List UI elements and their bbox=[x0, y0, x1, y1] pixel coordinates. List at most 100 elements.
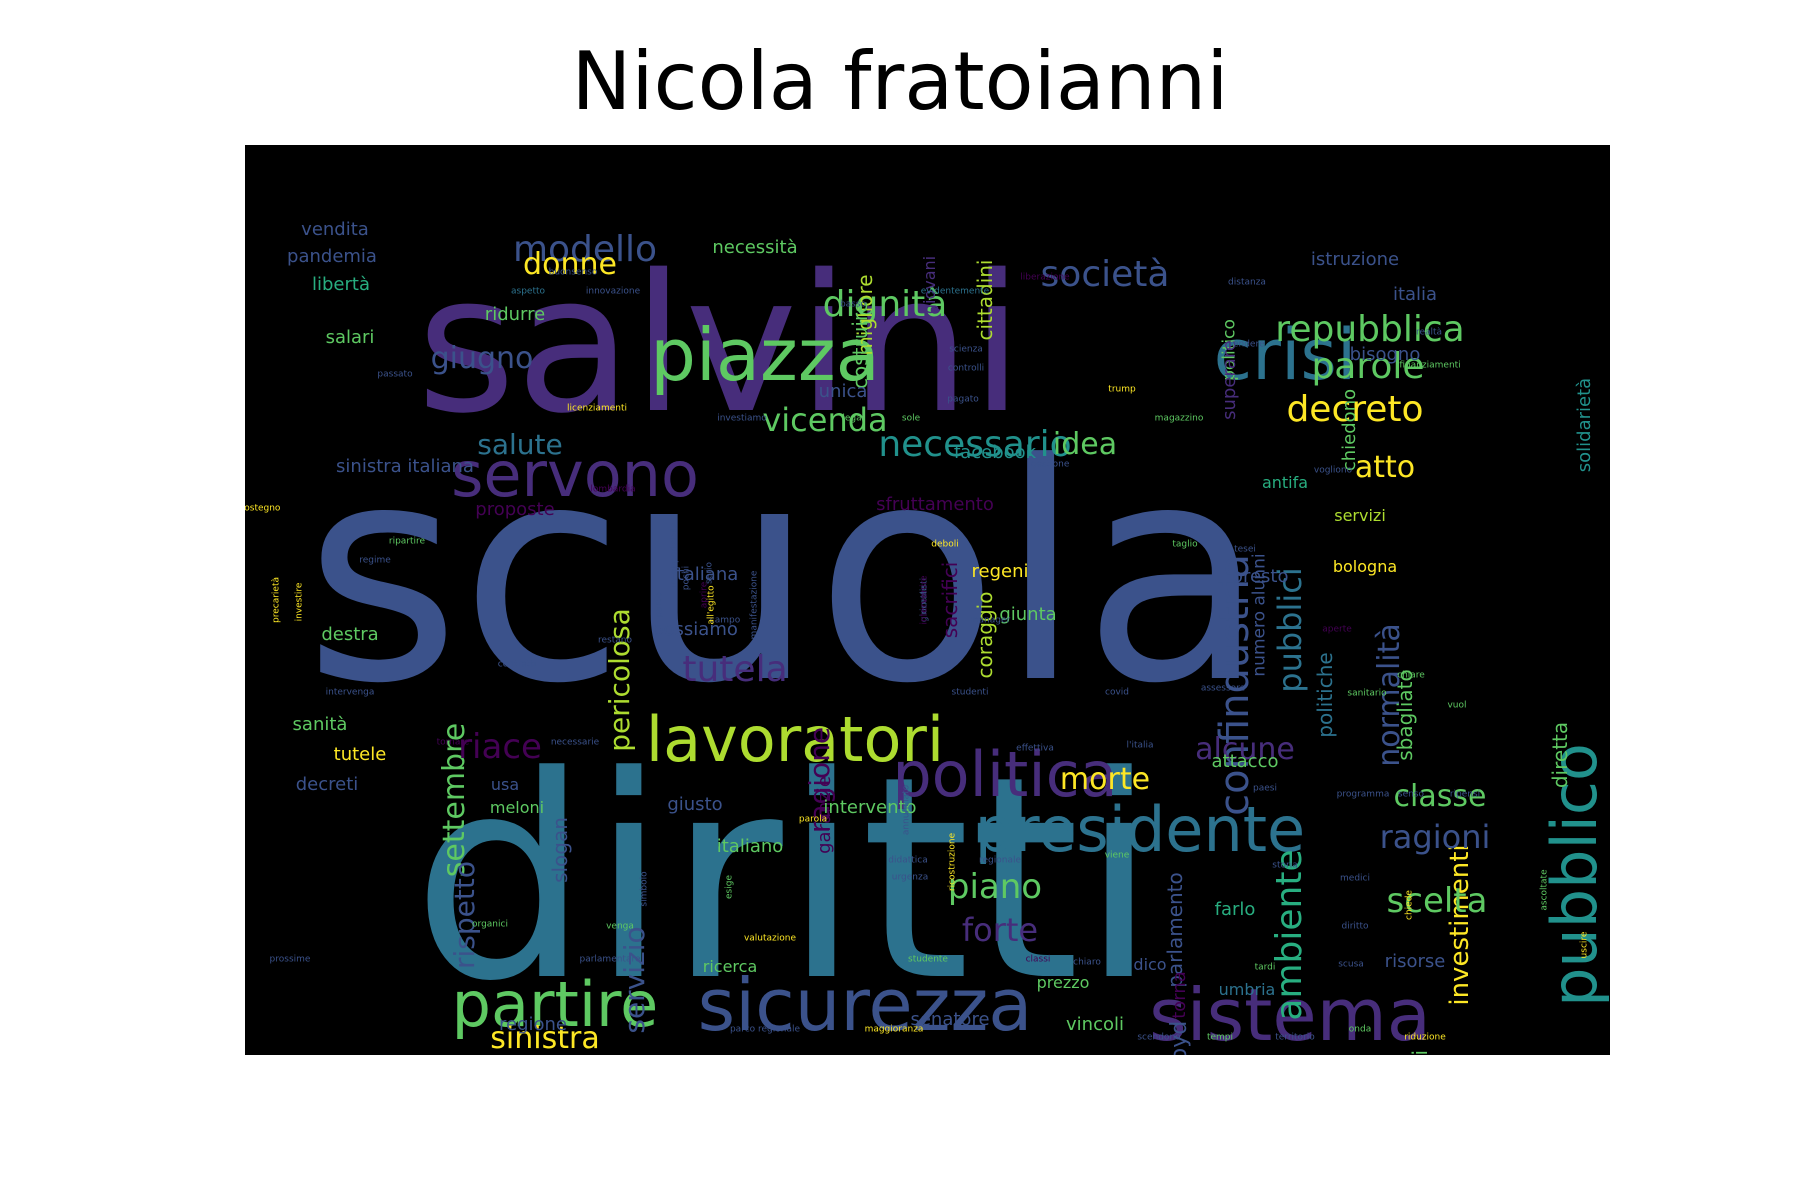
word-torna: torna bbox=[1169, 971, 1190, 1019]
word-aperte: aperte bbox=[1322, 624, 1352, 635]
word-donne: donne bbox=[523, 247, 617, 282]
word-insopportabile: insopportabile bbox=[669, 522, 680, 588]
word-pandemia: pandemia bbox=[287, 246, 377, 267]
word-intervenire: intervenire bbox=[919, 575, 930, 625]
word-ascoltate: ascoltate bbox=[1539, 869, 1550, 911]
word-controlli: controlli bbox=[947, 363, 985, 374]
word-forte: forte bbox=[961, 911, 1039, 949]
word-ripensi: ripensi bbox=[1449, 789, 1481, 800]
word-valutazione: valutazione bbox=[743, 933, 797, 944]
word-fascisti: fascisti bbox=[1408, 1050, 1432, 1055]
word-dignita: dignità bbox=[822, 284, 948, 325]
word-repubblica: repubblica bbox=[1275, 309, 1465, 350]
word-investire: investire bbox=[294, 582, 305, 622]
word-giugno: giugno bbox=[430, 341, 534, 376]
word-tempi: tempi bbox=[1206, 1032, 1234, 1043]
word-bologna: bologna bbox=[1332, 557, 1398, 576]
word-esige: esige bbox=[724, 875, 735, 899]
word-senatore: senatore bbox=[910, 1009, 990, 1030]
word-manager: manager bbox=[969, 615, 1011, 626]
word-rendere: rendere bbox=[1229, 339, 1265, 350]
word-programma: programma bbox=[1336, 789, 1390, 800]
word-evidentemente: evidentemente bbox=[920, 286, 990, 297]
word-prossime: prossime bbox=[269, 954, 311, 965]
word-studenti: studenti bbox=[951, 687, 989, 698]
word-maggioranza: maggioranza bbox=[864, 1024, 924, 1035]
word-aspetto: aspetto bbox=[510, 286, 546, 297]
word-ridurre: ridurre bbox=[484, 304, 546, 325]
word-intervenga: intervenga bbox=[325, 687, 375, 698]
word-crisi: crisi bbox=[1213, 314, 1357, 396]
word-sanita: sanità bbox=[292, 714, 348, 735]
word-unica: unica bbox=[818, 381, 868, 402]
word-realta: realtà bbox=[1415, 327, 1443, 338]
word-sbagliato: sbagliato bbox=[1393, 669, 1417, 761]
word-presto: presto bbox=[1231, 566, 1289, 587]
word-giunta: giunta bbox=[999, 604, 1057, 625]
word-italiano: italiano bbox=[716, 836, 784, 857]
word-parco-regionale: parco regionale bbox=[729, 1024, 801, 1035]
word-basso: basso bbox=[839, 299, 867, 310]
word-idea: idea bbox=[1052, 427, 1118, 462]
word-salvini: salvini bbox=[416, 234, 1024, 455]
word-onda: onda bbox=[1348, 1024, 1372, 1035]
word-lombardia: lombardia bbox=[590, 484, 636, 495]
word-salari: salari bbox=[325, 327, 375, 348]
word-vicenda: vicenda bbox=[762, 401, 888, 439]
word-chiede: chiede bbox=[1404, 890, 1415, 920]
word-giovani: giovani bbox=[920, 255, 939, 315]
word-tornare: tornare bbox=[436, 737, 470, 748]
word-antifa: antifa bbox=[1261, 473, 1309, 492]
word-presidente: presidente bbox=[974, 793, 1306, 866]
word-ricerca: ricerca bbox=[702, 957, 758, 976]
word-morte: morte bbox=[1059, 762, 1151, 797]
word-proposte: proposte bbox=[475, 499, 555, 520]
word-simbolo: simbolo bbox=[639, 871, 650, 907]
word-umbria: umbria bbox=[1218, 980, 1276, 999]
word-covid: covid bbox=[1105, 687, 1129, 698]
word-tesei: tesei bbox=[1234, 544, 1256, 555]
word-l-italia: l'italia bbox=[1126, 740, 1154, 751]
word-servono: servono bbox=[451, 438, 699, 511]
word-sicurezza: sicurezza bbox=[697, 963, 1033, 1047]
word-diritto: diritto bbox=[1341, 921, 1369, 932]
word-solidarieta: solidarietà bbox=[1574, 377, 1595, 473]
word-costruire: costruire bbox=[848, 300, 872, 390]
word-usa: usa bbox=[490, 775, 520, 794]
word-gestione: gestione bbox=[1030, 459, 1070, 470]
word-sacrifici: sacrifici bbox=[938, 561, 962, 639]
word-investimenti: investimenti bbox=[1445, 844, 1475, 1006]
word-ricostruzione: ricostruzione bbox=[947, 832, 958, 892]
word-distanza: distanza bbox=[1228, 277, 1266, 288]
word-destra: destra bbox=[321, 624, 379, 645]
word-piano: piano bbox=[947, 867, 1043, 907]
word-vuol: vuol bbox=[1447, 700, 1467, 711]
word-slogan: slogan bbox=[548, 817, 572, 883]
word-partire: partire bbox=[451, 968, 659, 1041]
word-chiedono: chiedono bbox=[1339, 388, 1360, 472]
word-innovazione: innovazione bbox=[585, 286, 641, 297]
word-societa: società bbox=[1040, 254, 1170, 295]
word-all-egitto: all'egitto bbox=[706, 585, 717, 625]
word-pochi: pochi bbox=[681, 565, 692, 591]
word-uscire: uscire bbox=[1579, 931, 1590, 959]
word-restano: restano bbox=[598, 635, 632, 646]
word-liberta: libertà bbox=[312, 274, 370, 295]
word-sole: sole bbox=[901, 413, 921, 424]
word-facebook: facebook bbox=[953, 442, 1037, 463]
word-ripartire: ripartire bbox=[388, 536, 426, 547]
word-medici: medici bbox=[1340, 873, 1370, 884]
word-parole: parole bbox=[1311, 346, 1425, 387]
word-contratti: contratti bbox=[497, 659, 537, 670]
word-finanziamenti: finanziamenti bbox=[1399, 360, 1461, 371]
word-giusto: giusto bbox=[667, 794, 723, 815]
word-storia: storia bbox=[1272, 860, 1298, 871]
word-bisogno: bisogno bbox=[1349, 344, 1421, 365]
word-tutela: tutela bbox=[682, 649, 788, 690]
word-necessario: necessario bbox=[878, 424, 1072, 465]
word-sanitario: sanitario bbox=[1347, 688, 1387, 699]
word-servizi: servizi bbox=[1334, 506, 1386, 525]
word-diretta: diretta bbox=[1548, 721, 1572, 789]
word-pagato: pagato bbox=[947, 394, 979, 405]
word-investiamo: investiamo bbox=[717, 413, 767, 424]
